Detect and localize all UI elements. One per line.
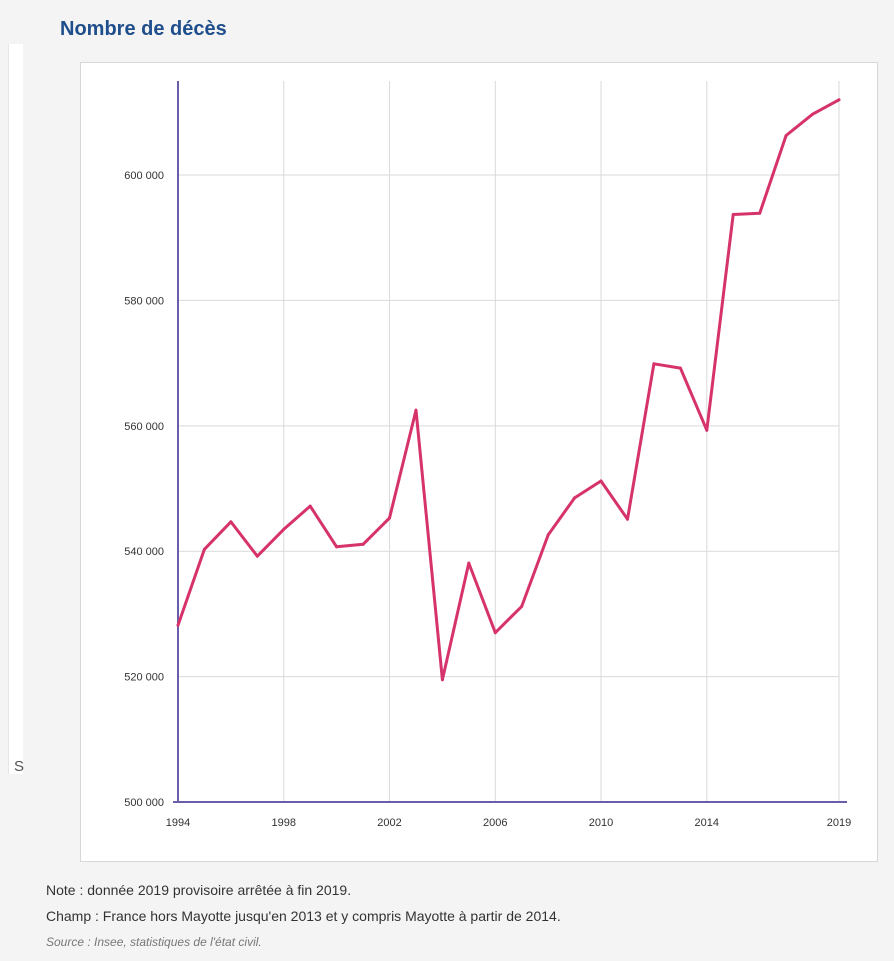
data-point [599, 479, 603, 483]
note-text: Note : donnée 2019 provisoire arrêtée à … [46, 882, 352, 898]
y-tick-label: 520 000 [124, 672, 164, 684]
y-tick-label: 560 000 [124, 421, 164, 433]
y-tick-label: 500 000 [124, 797, 164, 809]
data-point [678, 366, 682, 370]
chart-title: Nombre de décès [60, 18, 227, 40]
source-text: Source : Insee, statistiques de l'état c… [46, 935, 262, 949]
data-point [440, 678, 444, 682]
champ-text: Champ : France hors Mayotte jusqu'en 201… [46, 908, 561, 924]
y-tick-label: 580 000 [124, 295, 164, 307]
x-tick-label: 1998 [272, 817, 296, 829]
grid-layer [178, 81, 840, 802]
data-point [176, 623, 180, 627]
data-point [229, 520, 233, 524]
data-point [255, 554, 259, 558]
data-point [758, 211, 762, 215]
data-point [625, 517, 629, 521]
x-tick-label: 2019 [827, 817, 851, 829]
data-point [493, 631, 497, 635]
x-tick-label: 2010 [589, 817, 613, 829]
data-point [573, 496, 577, 500]
tick-labels: 500 000 520 000 540 000 560 000 580 000 600 0… [124, 170, 851, 829]
data-point [546, 533, 550, 537]
data-point [388, 516, 392, 520]
data-point [308, 504, 312, 508]
data-point [784, 134, 788, 138]
data-point [837, 98, 841, 102]
data-point [361, 542, 365, 546]
data-point [520, 604, 524, 608]
data-point [414, 408, 418, 412]
y-tick-label: 540 000 [124, 546, 164, 558]
data-point [811, 112, 815, 116]
chart-notes: Note : donnée 2019 provisoire arrêtée à … [46, 877, 561, 955]
data-point [652, 362, 656, 366]
line-chart: 500 000 520 000 540 000 560 000 580 000 600 0… [124, 81, 851, 829]
data-point [202, 547, 206, 551]
data-point [705, 428, 709, 432]
data-point [467, 561, 471, 565]
x-tick-label: 1994 [166, 817, 190, 829]
series-layer [176, 98, 841, 682]
x-tick-label: 2002 [377, 817, 401, 829]
series-line [176, 98, 841, 682]
data-point [335, 545, 339, 549]
data-point [731, 213, 735, 217]
background-letter: S [14, 758, 25, 775]
chart-container: 500 000 520 000 540 000 560 000 580 000 600 0… [80, 62, 878, 862]
background-panel [8, 44, 23, 774]
axis-layer [173, 81, 847, 803]
x-tick-label: 2014 [695, 817, 719, 829]
x-tick-label: 2006 [483, 817, 507, 829]
data-point [282, 527, 286, 531]
y-tick-label: 600 000 [124, 170, 164, 182]
